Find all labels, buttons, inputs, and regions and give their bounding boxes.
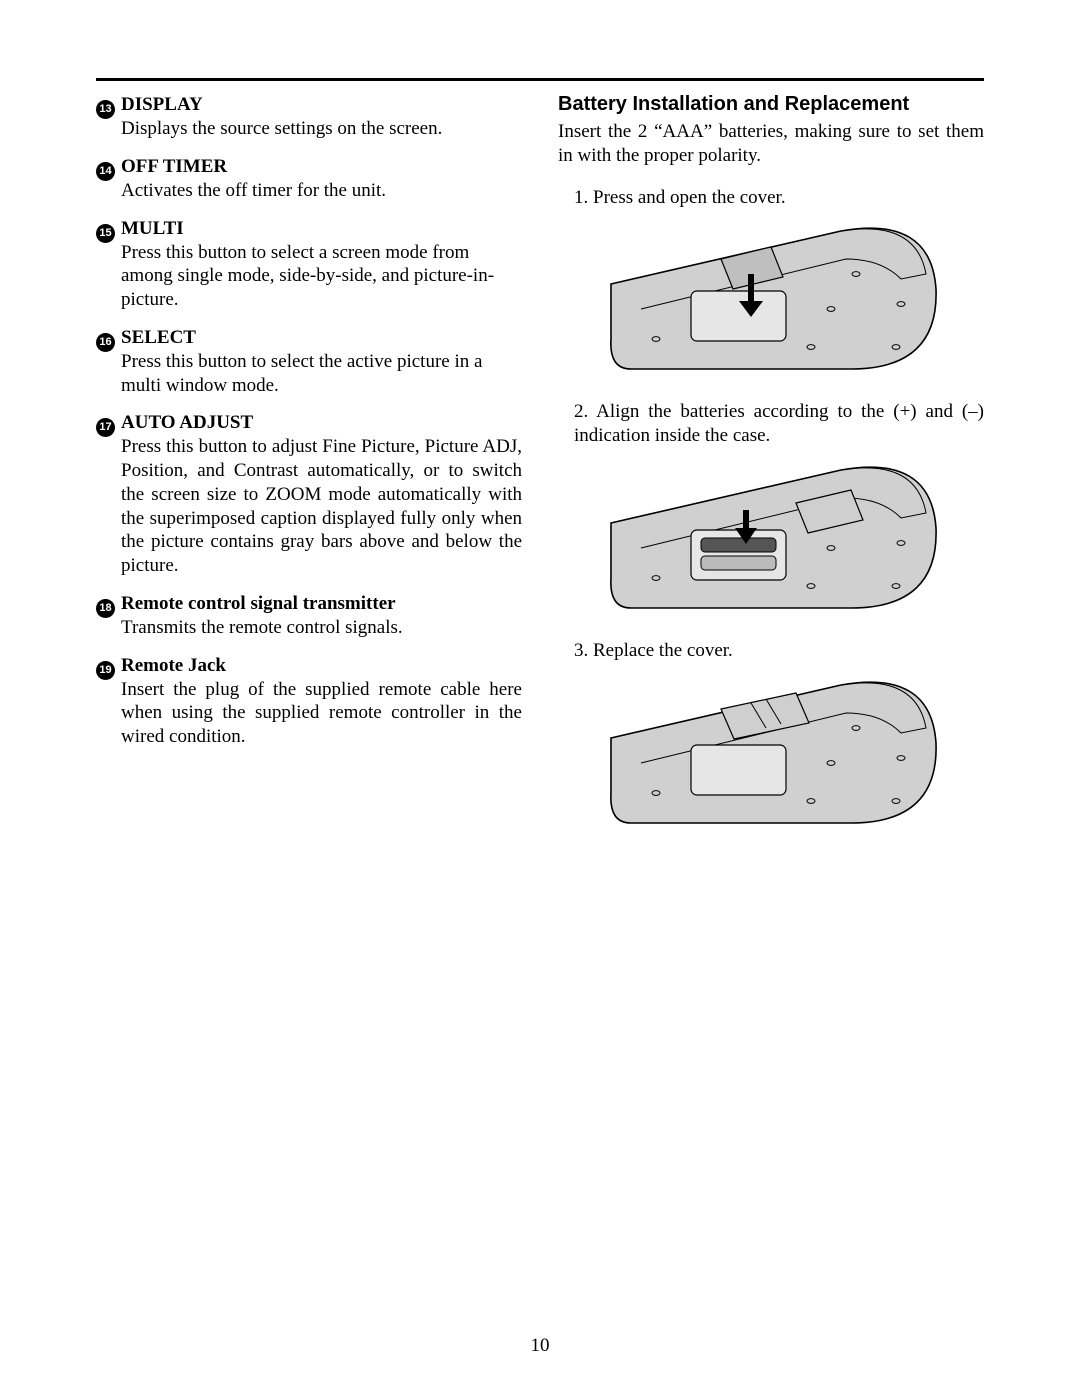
feature-item-head: 19 Remote Jack: [96, 654, 522, 678]
feature-item-title: AUTO ADJUST: [121, 411, 253, 435]
left-column: 13 DISPLAYDisplays the source settings on…: [96, 93, 522, 854]
remote-illustration-batteries-icon: [601, 458, 941, 613]
two-column-layout: 13 DISPLAYDisplays the source settings on…: [96, 93, 984, 854]
step-text: 3. Replace the cover.: [574, 639, 984, 663]
feature-item-title: Remote Jack: [121, 654, 226, 678]
feature-item: 18 Remote control signal transmitterTrans…: [96, 592, 522, 640]
feature-item-body: Press this button to adjust Fine Picture…: [96, 435, 522, 578]
feature-item-head: 16 SELECT: [96, 326, 522, 350]
feature-item: 13 DISPLAYDisplays the source settings on…: [96, 93, 522, 141]
step-figure: [558, 219, 984, 374]
feature-item-title: OFF TIMER: [121, 155, 227, 179]
feature-item-head: 15 MULTI: [96, 217, 522, 241]
circled-number-icon: 18: [96, 599, 115, 618]
feature-item-body: Press this button to select the active p…: [96, 350, 522, 398]
feature-item-head: 18 Remote control signal transmitter: [96, 592, 522, 616]
feature-item: 17AUTO ADJUSTPress this button to adjust…: [96, 411, 522, 578]
top-rule: [96, 78, 984, 81]
right-column: Battery Installation and Replacement Ins…: [558, 93, 984, 854]
feature-item: 15 MULTIPress this button to select a scr…: [96, 217, 522, 312]
feature-item-title: SELECT: [121, 326, 196, 350]
feature-item: 16 SELECTPress this button to select the …: [96, 326, 522, 398]
section-intro: Insert the 2 “AAA” batteries, making sur…: [558, 120, 984, 168]
circled-number-icon: 13: [96, 100, 115, 119]
feature-item-head: 17AUTO ADJUST: [96, 411, 522, 435]
feature-item-body: Insert the plug of the supplied remote c…: [96, 678, 522, 749]
feature-item-title: Remote control signal transmitter: [121, 592, 396, 616]
step-figure: [558, 458, 984, 613]
feature-item-title: MULTI: [121, 217, 184, 241]
circled-number-icon: 16: [96, 333, 115, 352]
feature-item: 19 Remote JackInsert the plug of the supp…: [96, 654, 522, 749]
page-number: 10: [0, 1335, 1080, 1357]
step-text: 2. Align the batteries according to the …: [574, 400, 984, 448]
feature-item-body: Displays the source settings on the scre…: [96, 117, 522, 141]
feature-item-body: Press this button to select a screen mod…: [96, 241, 522, 312]
steps-container: 1. Press and open the cover. 2. Align the…: [558, 186, 984, 828]
section-title: Battery Installation and Replacement: [558, 93, 984, 116]
feature-item-title: DISPLAY: [121, 93, 203, 117]
step-text: 1. Press and open the cover.: [574, 186, 984, 210]
circled-number-icon: 19: [96, 661, 115, 680]
circled-number-icon: 15: [96, 224, 115, 243]
step-figure: [558, 673, 984, 828]
remote-illustration-close-icon: [601, 673, 941, 828]
feature-item-head: 13 DISPLAY: [96, 93, 522, 117]
circled-number-icon: 14: [96, 162, 115, 181]
manual-page: 13 DISPLAYDisplays the source settings on…: [0, 0, 1080, 1397]
feature-item-body: Transmits the remote control signals.: [96, 616, 522, 640]
feature-item-head: 14 OFF TIMER: [96, 155, 522, 179]
feature-item: 14 OFF TIMERActivates the off timer for t…: [96, 155, 522, 203]
remote-illustration-open-icon: [601, 219, 941, 374]
feature-item-body: Activates the off timer for the unit.: [96, 179, 522, 203]
